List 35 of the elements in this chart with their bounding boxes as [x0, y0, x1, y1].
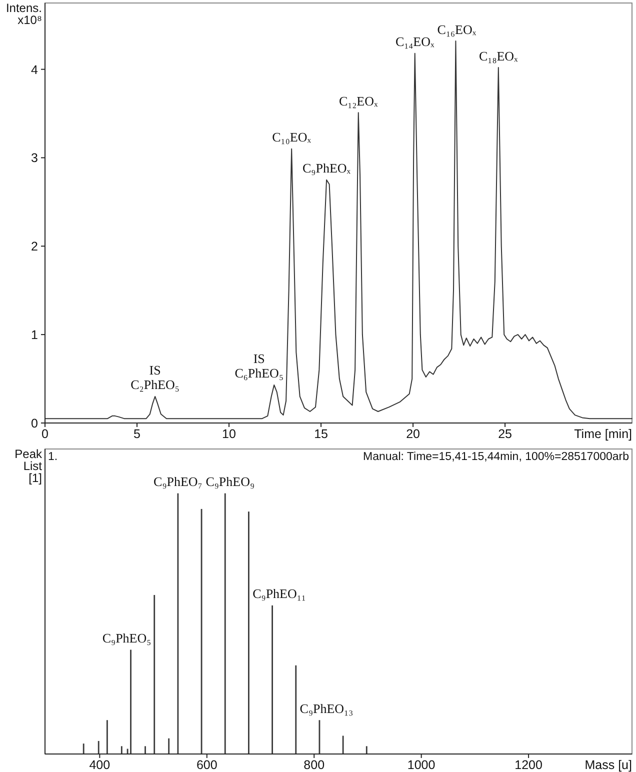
annotation: C₉PhEO₁₁	[252, 586, 306, 602]
annotation: C₁₀EOₓ	[272, 130, 312, 145]
y-axis-title: Peak List [1]	[14, 447, 43, 485]
text: 1.	[48, 451, 58, 463]
y-tick-label: 0	[31, 416, 38, 430]
annotation: C₉PhEO₉	[206, 474, 255, 490]
text: Manual: Time=15,41-15,44min, 100%=28517000arb	[363, 451, 629, 463]
x-tick-label: 1000	[407, 758, 436, 772]
annotation: C₁₄EOₓ	[395, 34, 435, 50]
x-tick-label: 25	[498, 427, 512, 441]
x-axis-title: Time [min]	[574, 427, 632, 441]
annotation: C₉PhEOₓ	[302, 160, 351, 176]
y-tick-label: 2	[31, 240, 38, 254]
x-tick-label: 800	[304, 758, 325, 772]
y-tick-label: 4	[31, 62, 38, 77]
x-tick-label: 400	[89, 758, 110, 772]
x-tick-label: 5	[134, 427, 141, 441]
x-tick-label: 10	[222, 427, 236, 441]
x-tick-label: 20	[406, 427, 420, 441]
annotation: C₁₈EOₓ	[478, 48, 518, 64]
y-tick-label: 3	[31, 151, 38, 166]
annotation: C₁₆EOₓ	[437, 22, 476, 37]
annotation: C₁₂EOₓ	[338, 93, 378, 108]
x-tick-label: 15	[314, 427, 328, 441]
x-tick-label: 0	[42, 427, 49, 441]
annotation: C₉PhEO₇	[154, 474, 202, 490]
y-axis-title: Intens. x10⁸	[6, 1, 42, 27]
x-tick-label: 600	[196, 758, 218, 772]
annotation: C₉PhEO₁₃	[300, 700, 354, 716]
x-tick-label: 1200	[514, 758, 542, 772]
annotation: IS C₂PhEO₅	[130, 362, 180, 392]
y-tick-label: 1	[31, 328, 38, 342]
x-axis-title: Mass [u]	[584, 758, 632, 772]
annotation: IS C₆PhEO₅	[234, 350, 284, 381]
annotation: C₉PhEO₅	[102, 630, 152, 646]
